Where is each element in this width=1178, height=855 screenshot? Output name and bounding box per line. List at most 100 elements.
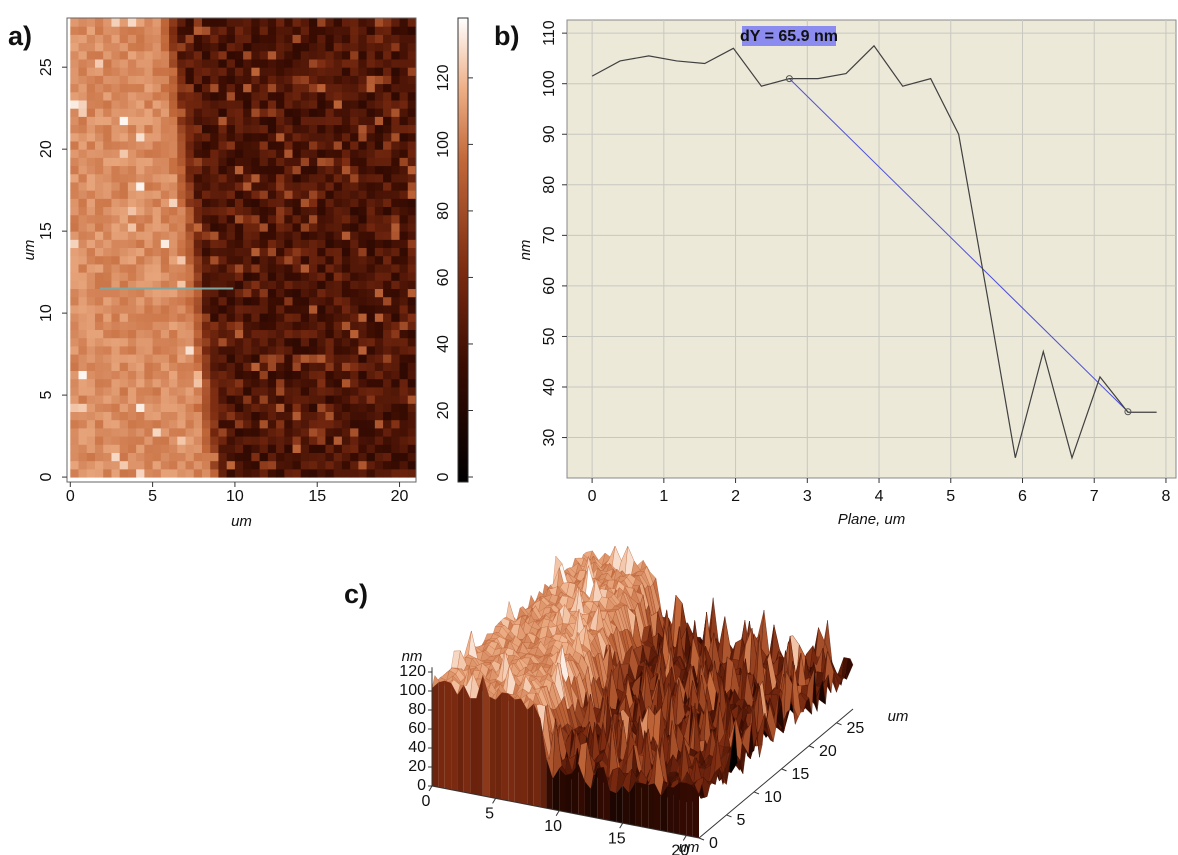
- afm-pixel: [185, 395, 195, 404]
- afm-pixel: [267, 411, 277, 421]
- afm-pixel: [292, 222, 302, 232]
- afm-pixel: [366, 50, 376, 60]
- afm-pixel: [86, 140, 96, 150]
- afm-pixel: [358, 2, 367, 11]
- afm-pixel: [127, 255, 137, 265]
- afm-pixel: [284, 313, 294, 322]
- afm-pixel: [407, 83, 416, 93]
- afm-pixel: [333, 288, 343, 298]
- afm-pixel: [201, 362, 211, 372]
- afm-pixel: [160, 444, 170, 453]
- afm-pixel: [136, 272, 145, 281]
- afm-pixel: [201, 468, 211, 478]
- afm-pixel: [78, 403, 88, 412]
- afm-pixel: [407, 272, 416, 281]
- y-tick-label: 90: [541, 125, 558, 143]
- afm-pixel: [308, 116, 318, 126]
- afm-pixel: [185, 18, 195, 19]
- afm-pixel: [94, 18, 104, 19]
- afm-pixel: [70, 67, 80, 76]
- afm-pixel: [284, 157, 294, 167]
- afm-pixel: [226, 34, 236, 44]
- afm-pixel: [103, 165, 112, 175]
- afm-pixel: [399, 313, 409, 322]
- afm-pixel: [94, 452, 104, 462]
- afm-pixel: [127, 181, 137, 191]
- afm-pixel: [128, 2, 137, 11]
- afm-pixel: [317, 313, 326, 322]
- afm-pixel: [111, 452, 121, 462]
- afm-pixel: [276, 411, 285, 421]
- afm-pixel: [94, 108, 104, 117]
- afm-pixel: [374, 272, 384, 281]
- afm-pixel: [325, 132, 335, 142]
- afm-pixel: [284, 214, 294, 224]
- afm-pixel: [391, 108, 401, 117]
- afm-pixel: [210, 370, 219, 380]
- afm-pixel: [308, 190, 318, 199]
- afm-pixel: [127, 239, 137, 249]
- afm-pixel: [300, 321, 310, 331]
- afm-pixel: [177, 247, 187, 257]
- afm-pixel: [284, 50, 294, 60]
- afm-pixel: [300, 280, 310, 290]
- afm-pixel: [358, 419, 368, 429]
- afm-pixel: [218, 288, 228, 298]
- afm-pixel: [160, 67, 170, 76]
- afm-pixel: [333, 140, 343, 150]
- afm-pixel: [342, 2, 351, 11]
- afm-pixel: [276, 329, 285, 339]
- afm-pixel: [276, 288, 285, 298]
- afm-pixel: [119, 58, 129, 68]
- afm-pixel: [234, 362, 244, 372]
- afm-pixel: [284, 222, 294, 232]
- afm-pixel: [358, 34, 368, 44]
- afm-pixel: [226, 18, 236, 27]
- afm-pixel: [94, 124, 104, 134]
- afm-pixel: [152, 67, 162, 76]
- afm-pixel: [127, 83, 137, 93]
- afm-pixel: [284, 460, 294, 470]
- afm-pixel: [284, 132, 294, 142]
- afm-pixel: [366, 395, 376, 404]
- afm-pixel: [111, 419, 121, 429]
- afm-pixel: [243, 157, 252, 167]
- afm-pixel: [251, 370, 261, 380]
- afm-pixel: [358, 329, 368, 339]
- afm-pixel: [127, 18, 137, 27]
- afm-pixel: [341, 436, 351, 445]
- afm-pixel: [399, 18, 409, 27]
- afm-pixel: [243, 222, 252, 232]
- afm-pixel: [226, 18, 236, 19]
- afm-pixel: [350, 280, 359, 290]
- afm-pixel: [317, 34, 326, 44]
- afm-pixel: [284, 58, 294, 68]
- afm-pixel: [424, 330, 433, 339]
- afm-pixel: [300, 231, 310, 240]
- afm-pixel: [78, 50, 88, 60]
- afm-pixel: [325, 280, 335, 290]
- afm-pixel: [416, 100, 425, 109]
- afm-pixel: [185, 247, 195, 257]
- afm-pixel: [424, 141, 433, 150]
- afm-pixel: [169, 173, 178, 183]
- afm-pixel: [333, 370, 343, 380]
- afm-pixel: [226, 329, 236, 339]
- afm-pixel: [276, 83, 285, 93]
- afm-pixel: [127, 263, 137, 273]
- afm-pixel: [144, 452, 154, 462]
- afm-pixel: [169, 67, 178, 76]
- afm-pixel: [234, 18, 244, 27]
- afm-pixel: [391, 304, 401, 314]
- afm-pixel: [391, 436, 401, 445]
- afm-pixel: [292, 124, 302, 134]
- afm-pixel: [70, 99, 80, 109]
- afm-pixel: [267, 26, 277, 35]
- afm-pixel: [259, 108, 269, 117]
- afm-pixel: [399, 58, 409, 68]
- afm-pixel: [333, 231, 343, 240]
- afm-pixel: [210, 58, 219, 68]
- afm-pixel: [218, 50, 228, 60]
- afm-pixel: [152, 18, 162, 27]
- afm-pixel: [341, 34, 351, 44]
